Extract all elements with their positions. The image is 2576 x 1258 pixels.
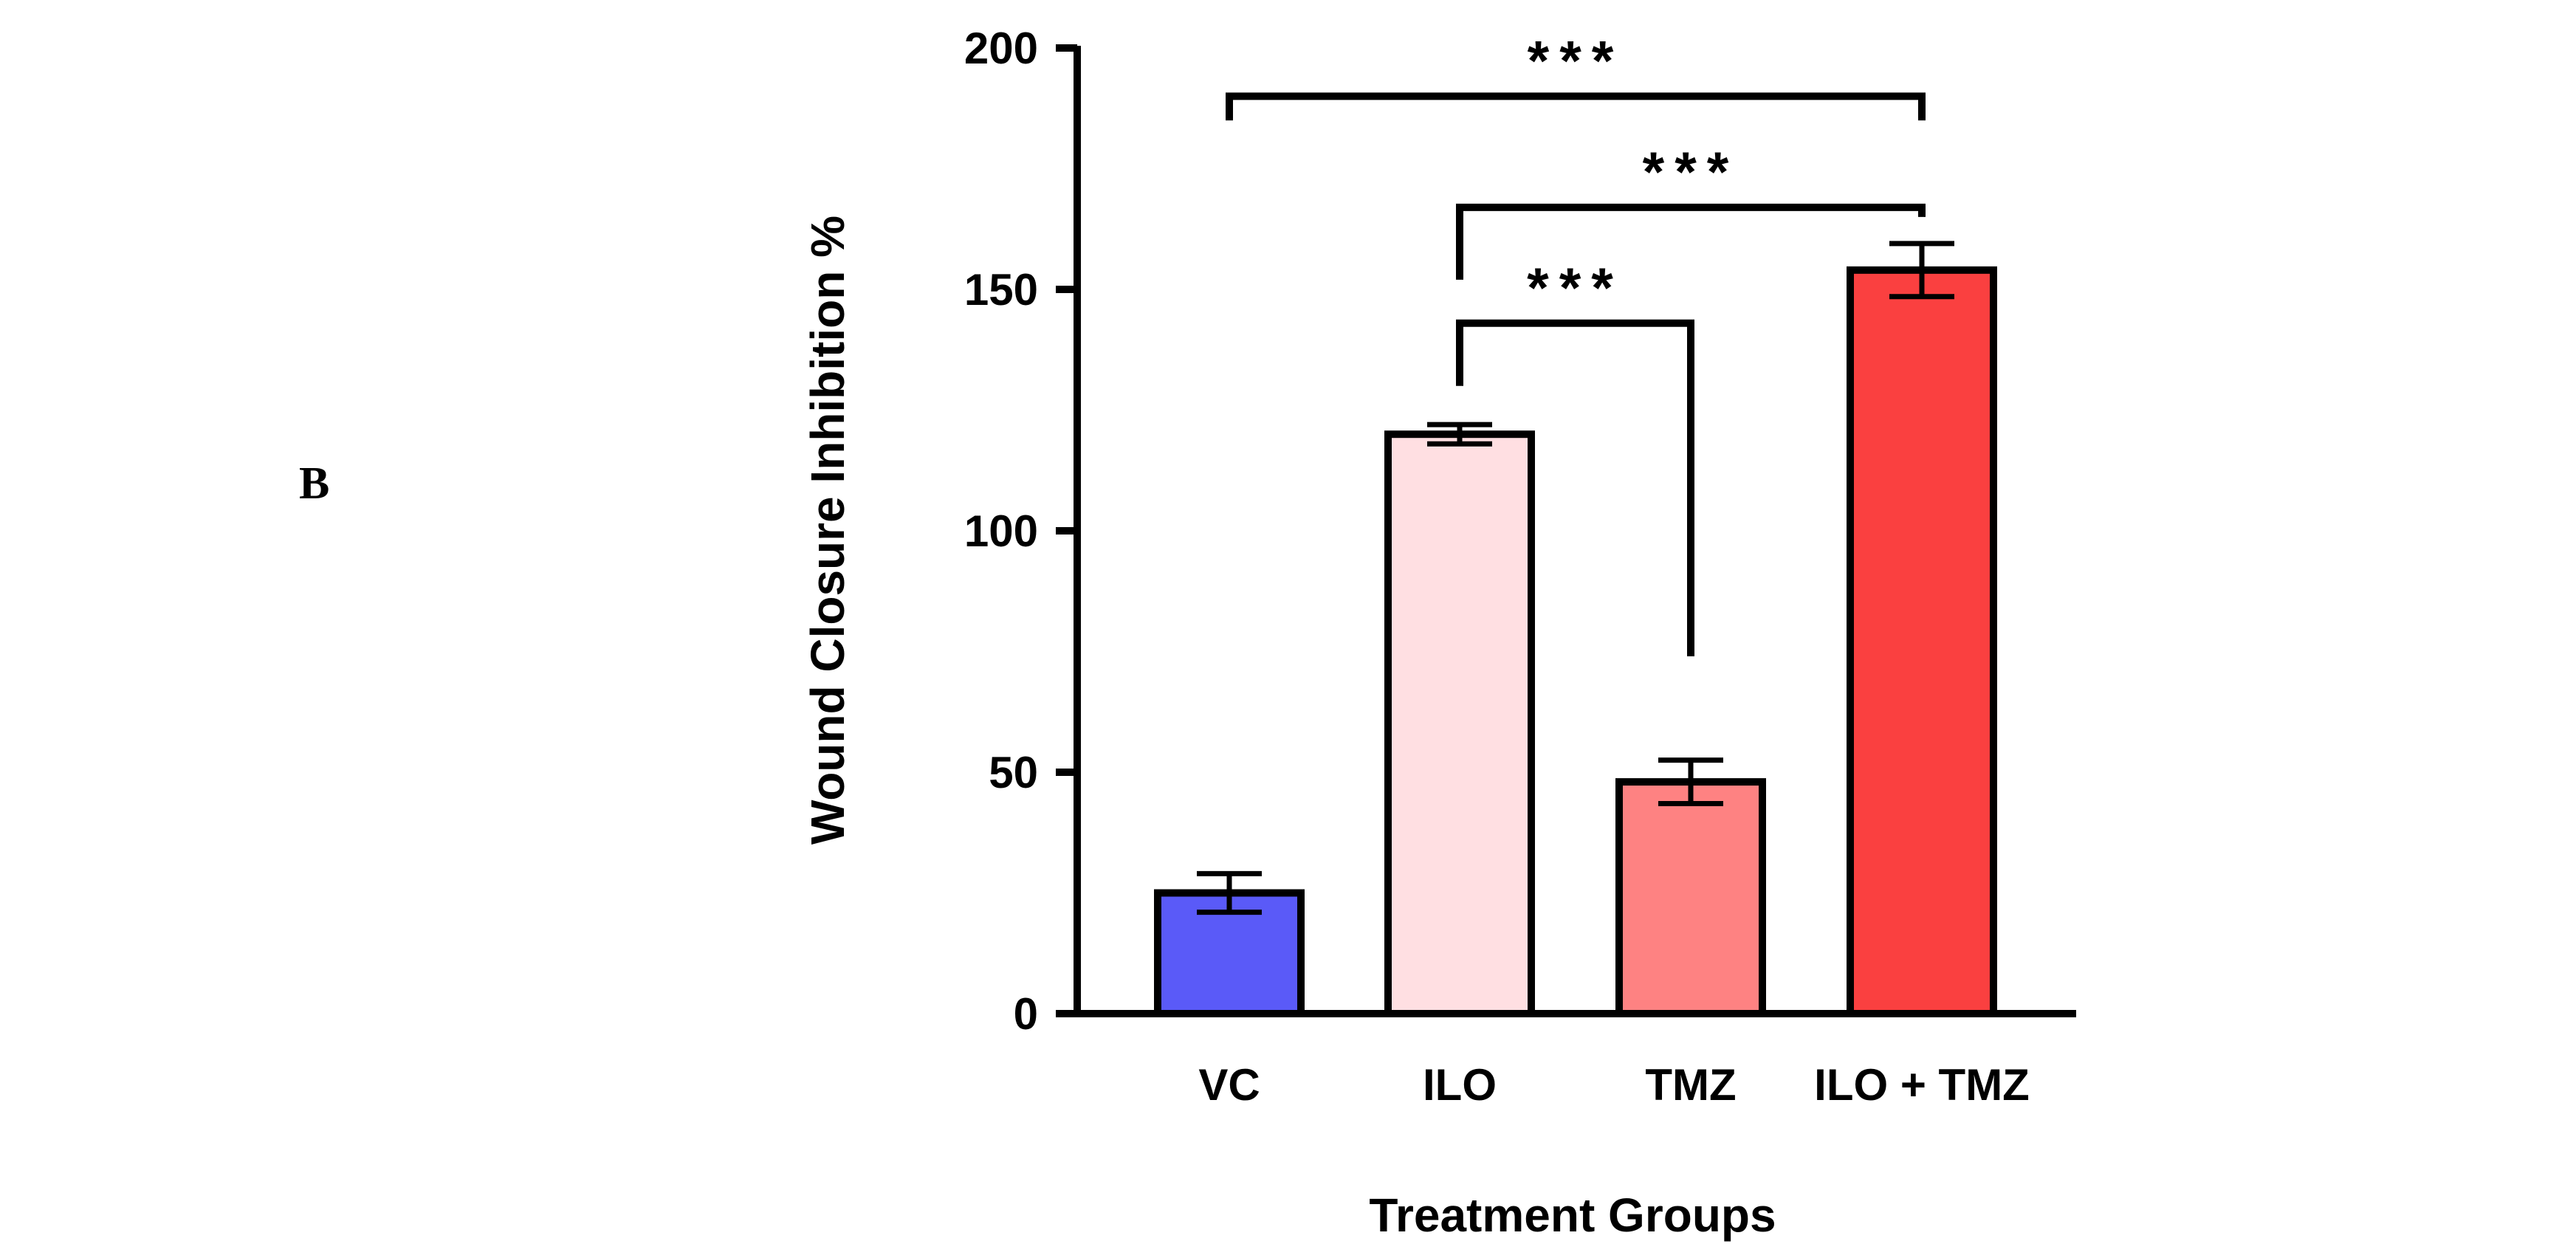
significance-label-1: *** (1528, 30, 1624, 92)
significance-brackets-group: *** *** *** (1226, 30, 1926, 657)
significance-label-2: *** (1643, 141, 1739, 204)
bar-tmz (1615, 778, 1766, 1017)
y-axis-title: Wound Closure Inhibition % (801, 216, 854, 845)
bars-group (1154, 266, 1997, 1017)
y-tick-label-100: 100 (964, 506, 1038, 556)
y-ticks-group: 0 50 100 150 200 (964, 24, 1077, 1039)
panel-label: B (299, 458, 329, 509)
x-tick-label-ilo: ILO (1423, 1060, 1497, 1110)
error-bar-tmz (1658, 757, 1723, 807)
significance-bracket-3 (1456, 319, 1694, 657)
bar-ilo (1384, 430, 1535, 1017)
error-bar-ilo-tmz (1889, 241, 1954, 300)
bar-ilo-tmz (1847, 266, 1997, 1017)
y-tick-label-150: 150 (964, 265, 1038, 314)
significance-bracket-1 (1226, 92, 1926, 121)
error-bars-group (1197, 241, 1954, 915)
y-tick-label-0: 0 (1014, 989, 1038, 1039)
x-axis-title: Treatment Groups (1369, 1189, 1776, 1242)
x-tick-label-vc: VC (1198, 1060, 1260, 1110)
significance-bracket-2 (1456, 203, 1926, 280)
y-tick-label-50: 50 (989, 748, 1038, 797)
x-tick-label-ilo-tmz: ILO + TMZ (1814, 1060, 2030, 1110)
x-ticks-group: VC ILO TMZ ILO + TMZ (1198, 1060, 2030, 1110)
error-bar-ilo (1427, 422, 1492, 447)
plot-area: *** *** *** 0 50 100 150 200 VC ILO TMZ ILO + TMZ (964, 24, 2076, 1110)
error-bar-vc (1197, 870, 1262, 915)
y-tick-label-200: 200 (964, 24, 1038, 73)
x-tick-label-tmz: TMZ (1645, 1060, 1736, 1110)
significance-label-3: *** (1527, 257, 1624, 320)
